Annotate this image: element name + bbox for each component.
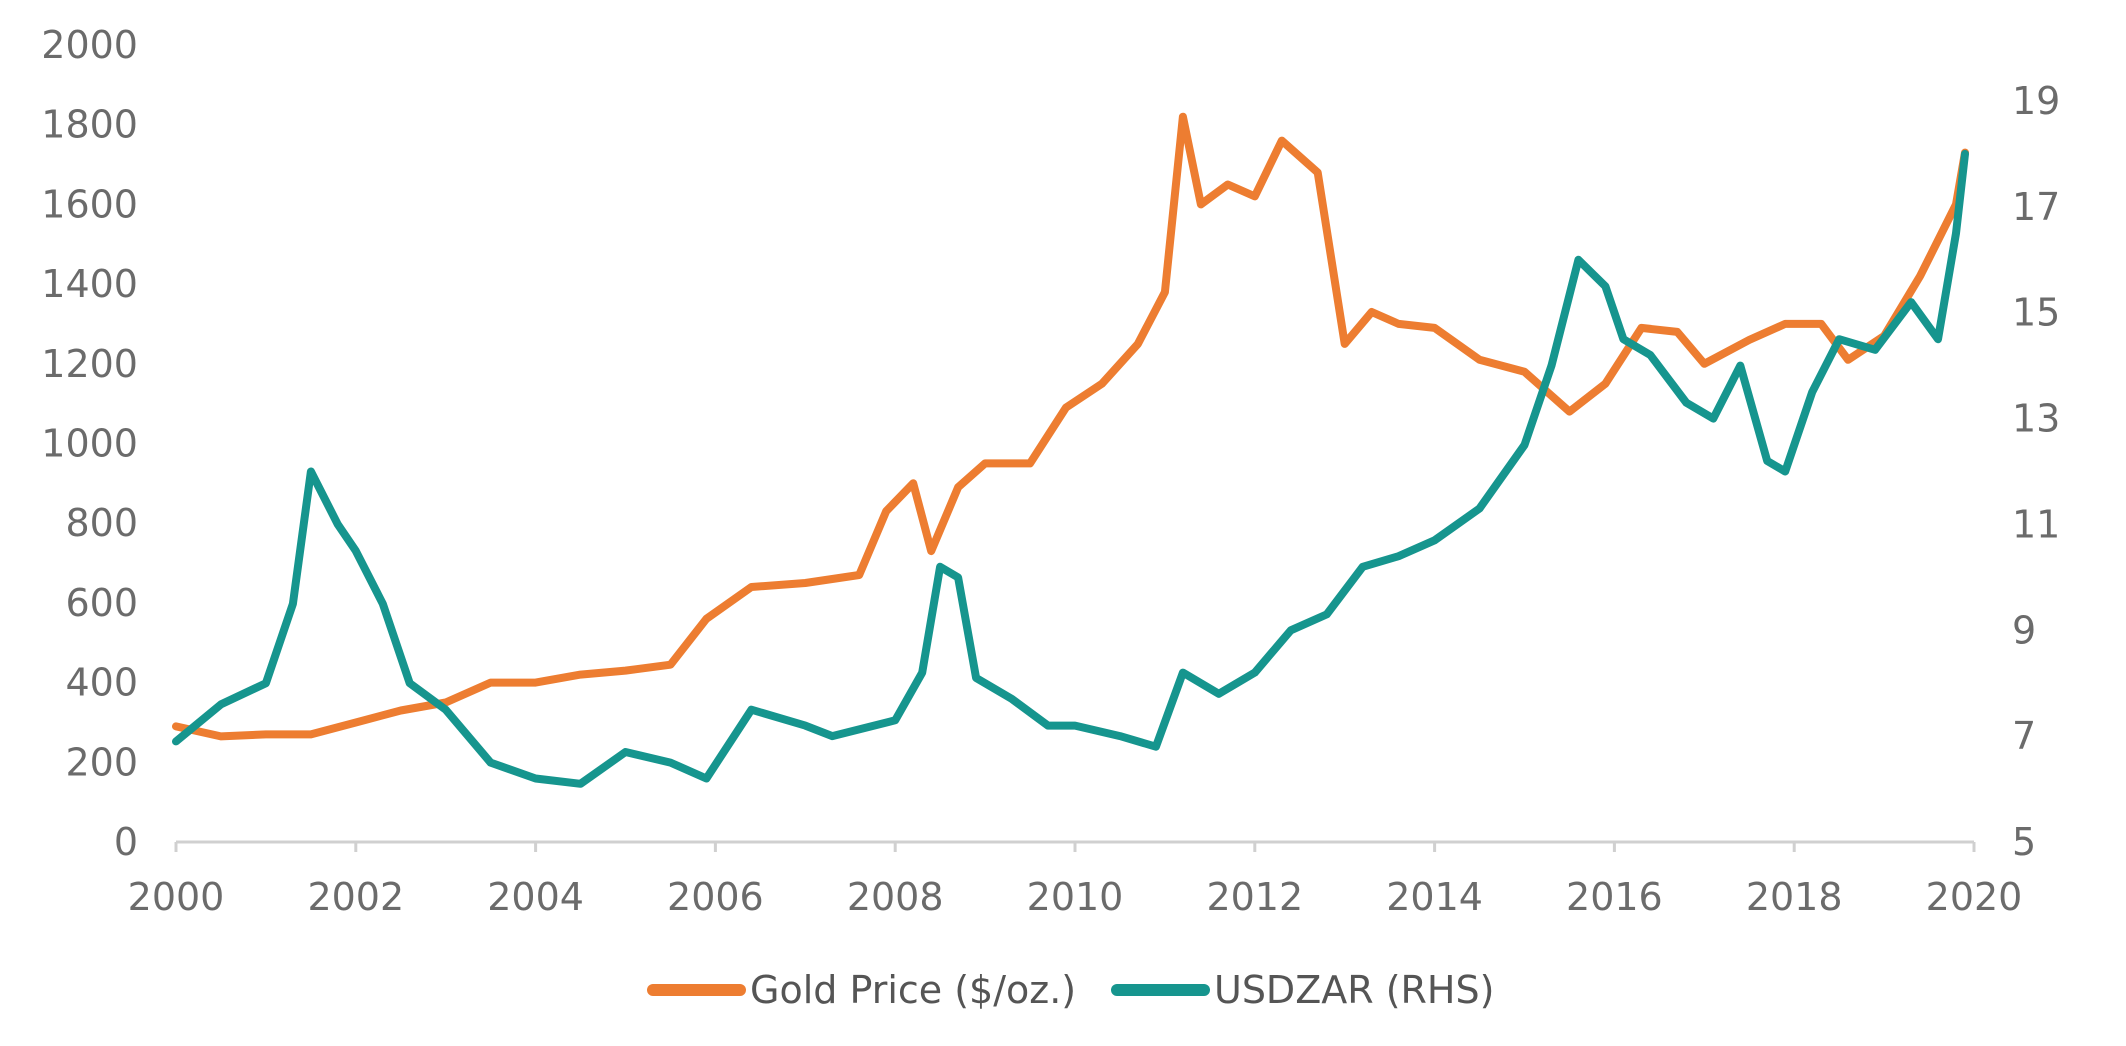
right-tick-label: 19 bbox=[2012, 79, 2060, 123]
left-tick-label: 0 bbox=[114, 820, 138, 864]
right-tick-label: 5 bbox=[2012, 820, 2036, 864]
legend: Gold Price ($/oz.) USDZAR (RHS) bbox=[647, 968, 1494, 1012]
left-tick-label: 1000 bbox=[41, 422, 138, 466]
x-axis-ticks: 2000 2002 2004 2006 2008 2010 2012 2014 2016 2018… bbox=[128, 842, 2023, 919]
x-tick-label: 2000 bbox=[128, 875, 225, 919]
left-tick-label: 1800 bbox=[41, 103, 138, 147]
legend-label-usdzar: USDZAR (RHS) bbox=[1214, 968, 1494, 1012]
left-tick-label: 600 bbox=[65, 581, 138, 625]
left-tick-label: 2000 bbox=[41, 23, 138, 67]
left-tick-label: 1400 bbox=[41, 262, 138, 306]
left-tick-label: 1200 bbox=[41, 342, 138, 386]
series-group bbox=[172, 112, 1969, 788]
right-tick-label: 9 bbox=[2012, 608, 2036, 652]
x-tick-label: 2018 bbox=[1746, 875, 1843, 919]
x-tick-label: 2016 bbox=[1566, 875, 1663, 919]
left-tick-label: 400 bbox=[65, 661, 138, 705]
x-tick-label: 2010 bbox=[1027, 875, 1124, 919]
right-axis-ticks: 5 7 9 11 13 15 17 19 bbox=[2012, 79, 2060, 864]
series-line-usdzar bbox=[172, 149, 1969, 788]
left-tick-label: 200 bbox=[65, 740, 138, 784]
x-tick-label: 2008 bbox=[847, 875, 944, 919]
right-tick-label: 7 bbox=[2012, 714, 2036, 758]
x-tick-label: 2020 bbox=[1926, 875, 2023, 919]
x-tick-label: 2004 bbox=[487, 875, 584, 919]
series-line-gold bbox=[172, 112, 1969, 741]
x-tick-label: 2012 bbox=[1206, 875, 1303, 919]
right-tick-label: 13 bbox=[2012, 397, 2060, 441]
right-tick-label: 17 bbox=[2012, 185, 2060, 229]
left-tick-label: 800 bbox=[65, 501, 138, 545]
legend-label-gold: Gold Price ($/oz.) bbox=[750, 968, 1076, 1012]
left-axis-ticks: 0 200 400 600 800 1000 1200 1400 1600 1800 2000 bbox=[41, 23, 138, 864]
x-tick-label: 2014 bbox=[1386, 875, 1483, 919]
left-tick-label: 1600 bbox=[41, 182, 138, 226]
x-tick-label: 2002 bbox=[307, 875, 404, 919]
x-tick-label: 2006 bbox=[667, 875, 764, 919]
right-tick-label: 11 bbox=[2012, 502, 2060, 546]
right-tick-label: 15 bbox=[2012, 291, 2060, 335]
